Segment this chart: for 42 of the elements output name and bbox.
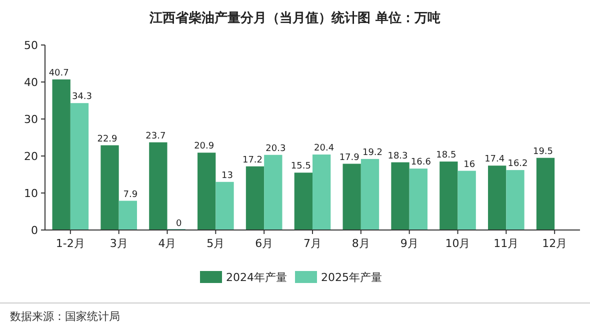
- data-label: 17.9: [339, 152, 360, 163]
- data-label: 16: [464, 160, 476, 170]
- x-tick-label: 3月: [110, 237, 128, 250]
- x-tick-label: 11月: [494, 237, 519, 250]
- data-label: 34.3: [72, 92, 92, 102]
- data-label: 23.7: [146, 131, 166, 142]
- y-tick-label: 0: [31, 224, 38, 237]
- y-tick-label: 10: [24, 187, 38, 200]
- data-label: 17.2: [242, 155, 263, 166]
- data-label: 19.2: [362, 148, 383, 158]
- legend-label: 2025年产量: [321, 271, 382, 284]
- y-tick-label: 50: [24, 39, 38, 52]
- y-tick-label: 40: [24, 76, 38, 89]
- x-tick-label: 5月: [206, 237, 225, 250]
- x-tick-label: 8月: [352, 237, 370, 250]
- data-label: 40.7: [48, 68, 69, 78]
- x-tick-label: 10月: [445, 237, 470, 250]
- data-label: 18.5: [436, 150, 456, 161]
- data-label: 19.5: [532, 146, 554, 157]
- x-tick-label: 6月: [255, 237, 274, 250]
- data-label: 7.9: [123, 190, 138, 200]
- y-tick-label: 30: [24, 113, 38, 126]
- data-label: 0: [176, 219, 182, 229]
- data-label: 18.3: [388, 151, 408, 162]
- data-label: 16.2: [508, 159, 528, 170]
- data-label: 22.9: [97, 134, 118, 144]
- data-label: 16.6: [410, 158, 432, 168]
- x-tick-label: 1-2月: [56, 237, 85, 250]
- x-tick-label: 9月: [400, 237, 418, 250]
- chart-title: 江西省柴油产量分月（当月值）统计图 单位：万吨: [148, 10, 440, 26]
- legend-label: 2024年产量: [226, 271, 287, 284]
- x-tick-label: 7月: [304, 237, 322, 250]
- data-label: 20.3: [266, 144, 286, 154]
- data-label: 13: [222, 170, 233, 181]
- data-label: 20.4: [314, 144, 334, 154]
- y-tick-label: 20: [24, 150, 38, 163]
- data-label: 20.9: [194, 142, 214, 152]
- x-tick-label: 12月: [542, 237, 568, 250]
- x-tick-label: 4月: [158, 237, 176, 250]
- data-label: 15.5: [290, 162, 311, 172]
- data-label: 17.4: [484, 154, 505, 165]
- source-note: 数据来源：国家统计局: [10, 310, 120, 323]
